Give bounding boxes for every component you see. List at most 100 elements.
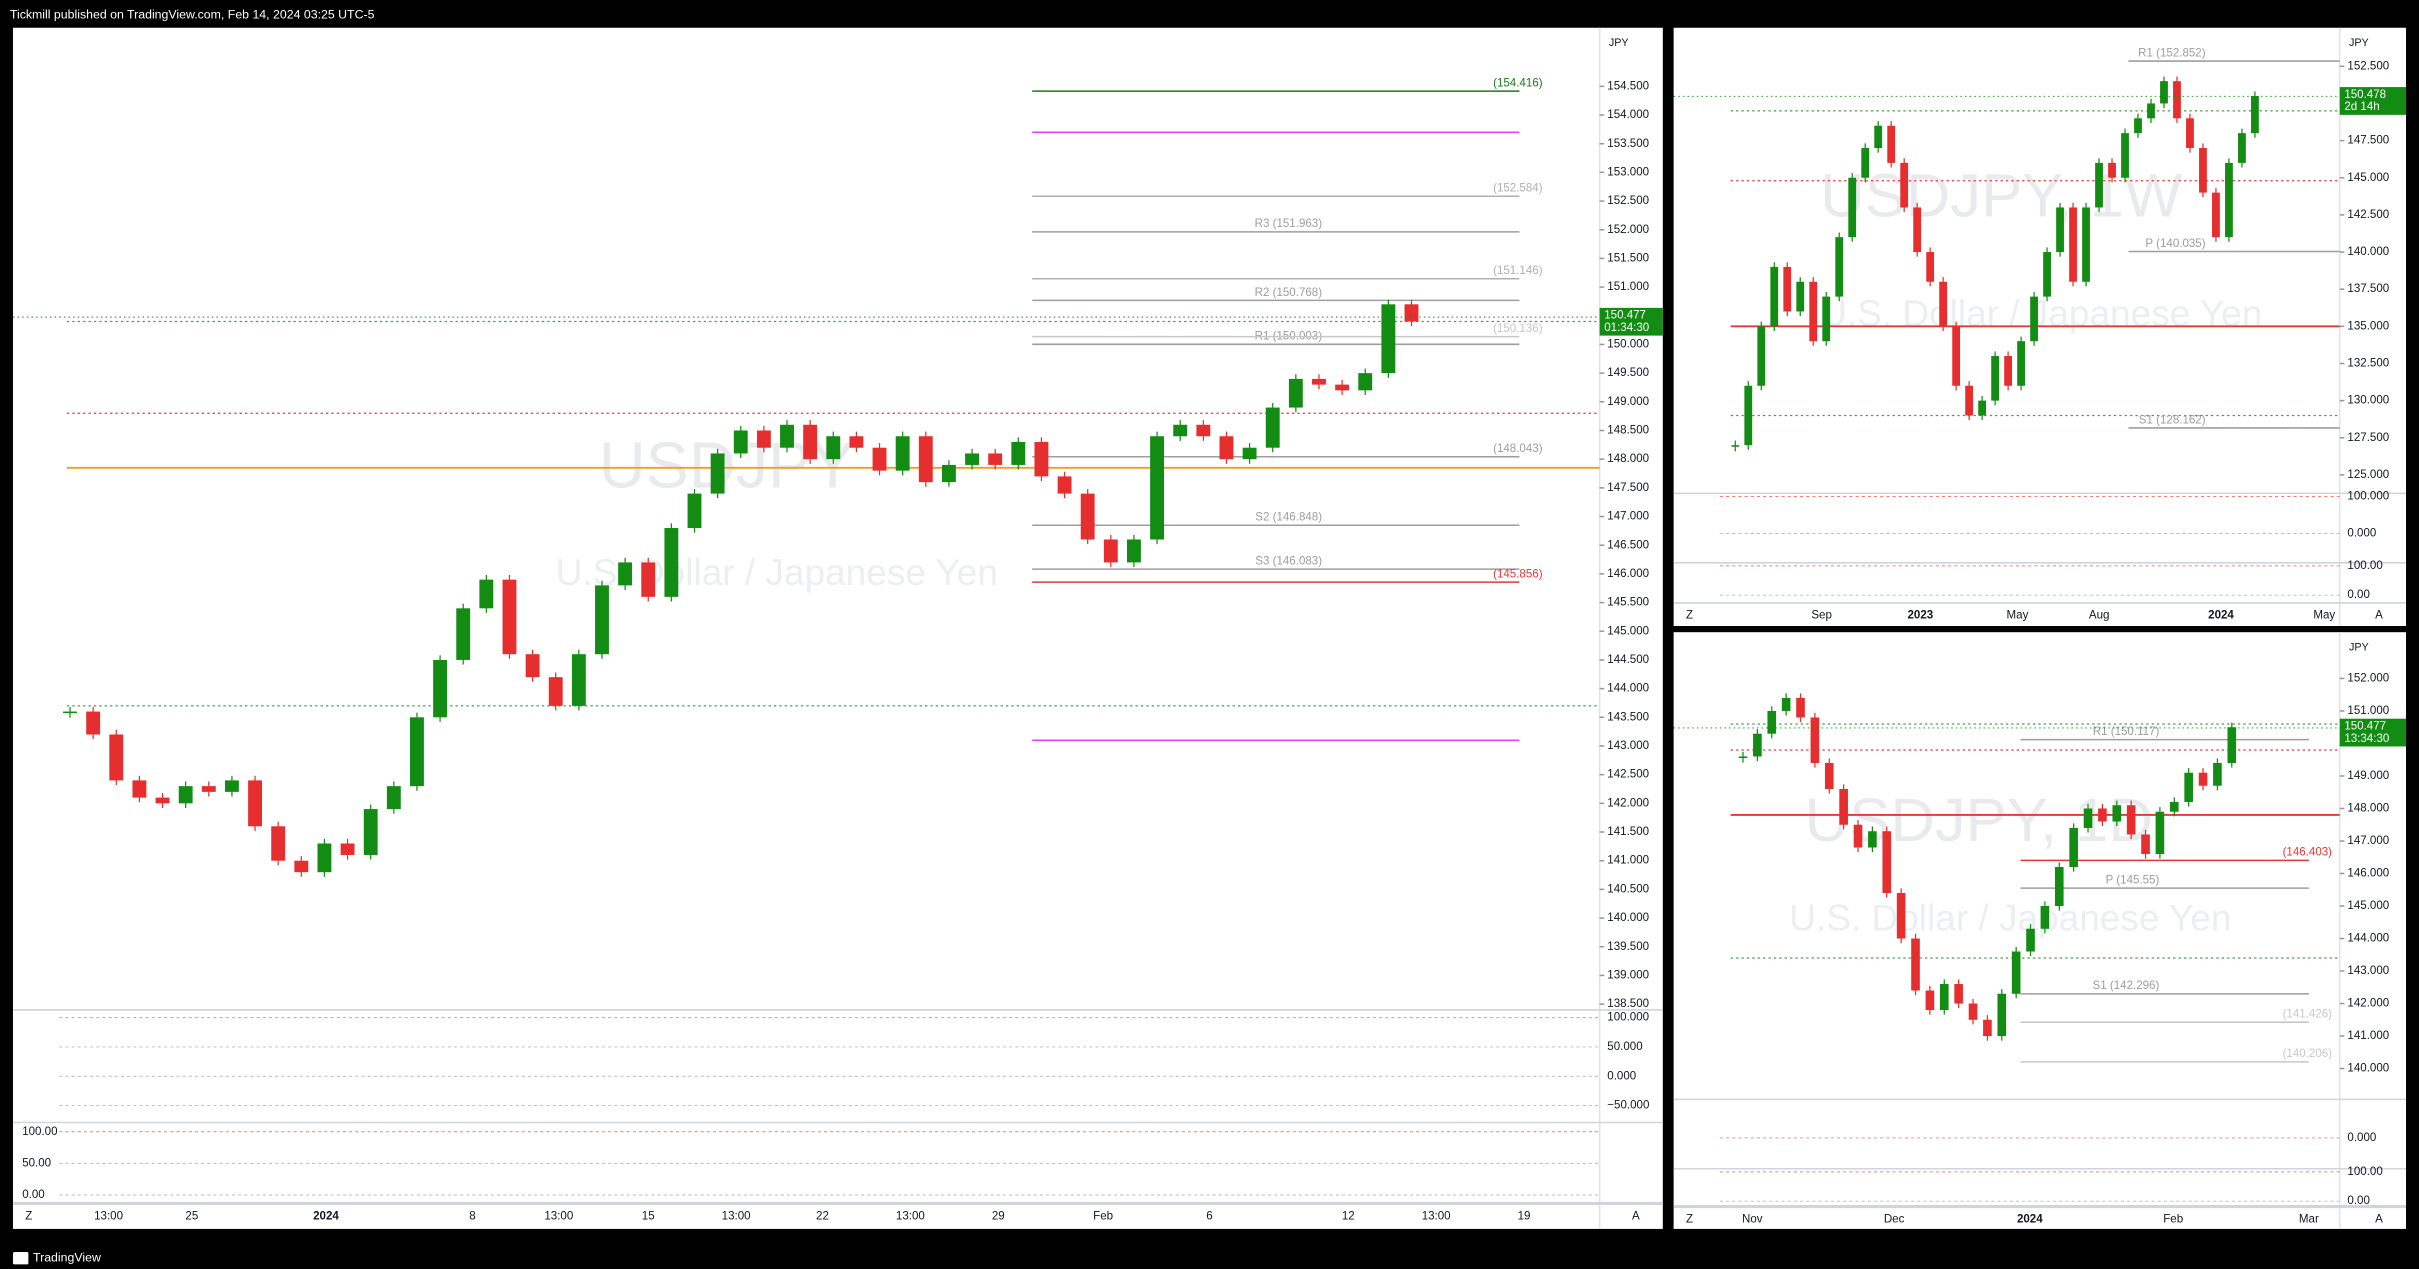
time-label: Feb xyxy=(2163,1214,2183,1226)
y-tick-label: 135.000 xyxy=(2347,320,2389,332)
time-label: Dec xyxy=(1884,1214,1905,1226)
price-tag-countdown: 13:34:30 xyxy=(2344,733,2389,745)
candle xyxy=(1312,378,1326,385)
time-label: 2024 xyxy=(2208,609,2234,621)
y-tick-label: 149.500 xyxy=(1607,367,1649,379)
candle xyxy=(965,453,979,465)
candle xyxy=(895,436,910,471)
time-label: Feb xyxy=(1093,1211,1113,1223)
y-tick-label: 153.500 xyxy=(1607,138,1649,150)
level-label: R3 (151.963) xyxy=(1255,218,1323,230)
level-label: P (140.035) xyxy=(2145,238,2205,250)
y-tick-label: 151.000 xyxy=(1607,281,1649,293)
level-label: R1 (152.852) xyxy=(2138,47,2206,59)
y-tick-label: 146.000 xyxy=(2347,868,2389,880)
currency: JPY xyxy=(2349,37,2369,49)
candle xyxy=(2040,906,2050,929)
candle xyxy=(410,717,424,787)
candle xyxy=(1991,356,2000,401)
watermark-symbol: USDJPY, 1D xyxy=(1805,786,2153,855)
candle xyxy=(1868,831,1877,848)
candle xyxy=(2213,762,2222,786)
time-label: 13:00 xyxy=(544,1211,573,1223)
time-label: 6 xyxy=(1206,1211,1212,1223)
y-tick-label: 151.000 xyxy=(2347,705,2389,717)
brand-name: TradingView xyxy=(33,1250,101,1264)
candle xyxy=(1103,539,1118,563)
y-tick-label: 141.000 xyxy=(2347,1030,2389,1042)
osc-tick-label: 100.00 xyxy=(22,1126,57,1138)
candle xyxy=(2199,148,2207,193)
osc-tick-label: 0.00 xyxy=(22,1189,44,1201)
y-tick-label: 154.000 xyxy=(1607,109,1649,121)
y-tick-label: 149.000 xyxy=(2347,770,2389,782)
level-label: S2 (146.848) xyxy=(1255,512,1322,524)
brand-logo xyxy=(12,1252,29,1265)
osc-tick-label: 0.00 xyxy=(2347,589,2369,601)
candle xyxy=(1196,424,1211,437)
osc-tick-label: 100.000 xyxy=(1607,1012,1649,1024)
candle xyxy=(780,424,794,448)
candle xyxy=(294,860,309,873)
y-tick-label: 150.000 xyxy=(1607,339,1649,351)
candle xyxy=(2147,103,2155,119)
osc-tick-label: 0.00 xyxy=(2347,1195,2369,1207)
candle xyxy=(1265,407,1280,448)
candle xyxy=(433,659,448,718)
candle xyxy=(988,453,1003,465)
y-tick-label: 144.000 xyxy=(2347,933,2389,945)
header-title: Tickmill published on TradingView.com, F… xyxy=(10,8,375,22)
time-label: 22 xyxy=(816,1211,829,1223)
level-label: S3 (146.083) xyxy=(1255,555,1322,567)
y-tick-label: 143.500 xyxy=(1607,711,1649,723)
candle xyxy=(1783,266,1792,312)
candle xyxy=(63,711,77,714)
candle xyxy=(456,608,471,660)
candle xyxy=(1983,1019,1992,1037)
level-label: (145.856) xyxy=(1493,568,1543,580)
osc-tick-label: −50.000 xyxy=(1607,1100,1649,1112)
candle xyxy=(1939,281,1948,327)
candle xyxy=(2126,805,2136,835)
candle xyxy=(756,430,771,448)
candle xyxy=(2056,207,2064,253)
candle xyxy=(2004,356,2012,386)
candle xyxy=(1810,717,1820,763)
candle xyxy=(271,826,286,861)
auto-scale-button[interactable]: A xyxy=(1632,1211,1640,1223)
time-label: 2024 xyxy=(313,1211,339,1223)
price-tag xyxy=(2339,87,2407,115)
candle xyxy=(1767,710,1777,734)
price-tag xyxy=(1599,307,1663,336)
candle xyxy=(525,654,540,678)
y-tick-label: 146.500 xyxy=(1607,539,1649,551)
candle xyxy=(1853,824,1863,848)
candle xyxy=(2011,951,2021,994)
candle xyxy=(1731,445,1740,447)
zoom-button[interactable]: Z xyxy=(25,1211,32,1223)
candle xyxy=(1744,385,1753,446)
time-label: 2023 xyxy=(1907,609,1933,621)
candle xyxy=(1796,697,1805,718)
zoom-button[interactable]: Z xyxy=(1686,609,1693,621)
y-tick-label: 153.000 xyxy=(1607,166,1649,178)
y-tick-label: 137.500 xyxy=(2347,283,2389,295)
candle xyxy=(1080,493,1095,540)
candle xyxy=(1874,125,1883,149)
auto-scale-button[interactable]: A xyxy=(2375,609,2383,621)
y-tick-label: 148.000 xyxy=(1607,453,1649,465)
panel xyxy=(12,27,1663,1229)
auto-scale-button[interactable]: A xyxy=(2375,1214,2383,1226)
y-tick-label: 143.000 xyxy=(2347,965,2389,977)
candle xyxy=(2054,866,2064,907)
candle xyxy=(1913,207,1922,253)
candle xyxy=(1173,424,1188,437)
candle xyxy=(502,579,517,655)
candle xyxy=(1404,304,1419,322)
zoom-button[interactable]: Z xyxy=(1686,1214,1693,1226)
candle xyxy=(918,436,933,483)
candle xyxy=(1381,304,1396,374)
candle xyxy=(2225,162,2233,238)
candle xyxy=(1242,447,1257,460)
y-tick-label: 130.000 xyxy=(2347,395,2389,407)
